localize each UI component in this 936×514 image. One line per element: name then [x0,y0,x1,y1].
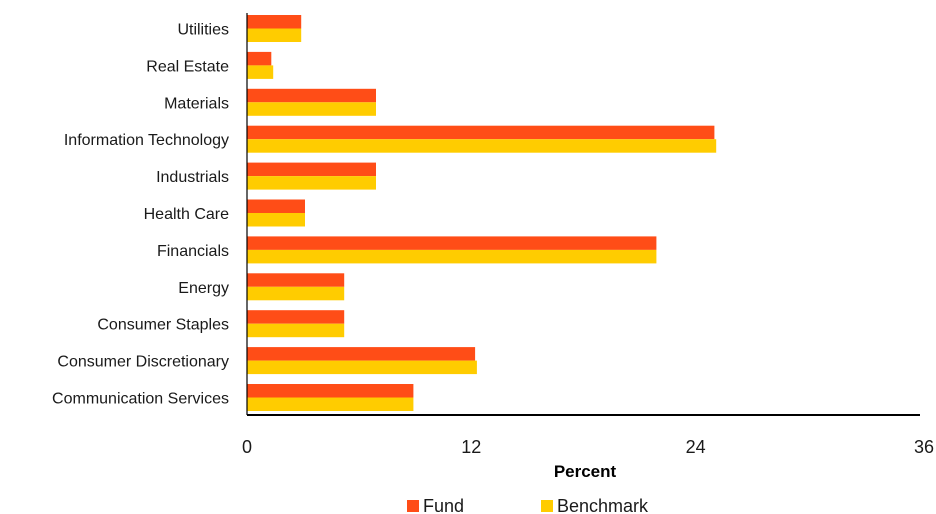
category-label: Consumer Staples [97,317,229,334]
bars-group [247,15,717,411]
x-tick-label: 36 [914,437,934,457]
bar-benchmark-consumer-staples [247,323,345,338]
bar-benchmark-communication-services [247,397,414,411]
bar-fund-communication-services [247,384,414,398]
bar-benchmark-industrials [247,176,376,190]
bar-fund-consumer-discretionary [247,347,476,361]
bar-fund-real-estate [247,51,272,66]
x-tick-label: 12 [461,437,481,457]
bar-benchmark-information-technology [247,139,717,153]
legend-label-fund: Fund [423,496,464,514]
bar-fund-materials [247,88,376,103]
category-label: Information Technology [64,132,229,149]
category-label: Health Care [144,206,229,223]
x-tick-label: 0 [242,437,252,457]
category-label: Industrials [156,169,229,186]
legend-swatch-benchmark [541,500,553,512]
bar-benchmark-consumer-discretionary [247,360,477,375]
bar-benchmark-financials [247,249,657,264]
category-label: Real Estate [146,58,229,75]
bar-fund-consumer-staples [247,310,345,324]
bar-benchmark-energy [247,286,345,301]
category-label: Energy [178,280,229,297]
category-label: Consumer Discretionary [57,354,229,371]
x-axis-title: Percent [554,462,617,481]
bar-fund-industrials [247,162,376,177]
bar-benchmark-real-estate [247,65,274,79]
bar-benchmark-health-care [247,213,305,227]
bar-fund-financials [247,236,657,250]
bar-fund-utilities [247,15,302,29]
bar-fund-health-care [247,199,305,213]
x-tick-labels: 0 12 24 36 [242,437,934,457]
category-label: Financials [157,243,229,260]
category-label: Communication Services [52,391,229,408]
x-tick-label: 24 [686,437,706,457]
legend: Fund Benchmark [407,496,649,514]
bar-fund-energy [247,273,345,287]
legend-label-benchmark: Benchmark [557,496,649,514]
category-label: Utilities [177,22,229,39]
legend-swatch-fund [407,500,419,512]
category-labels: Utilities Real Estate Materials Information… [52,22,229,408]
bar-benchmark-materials [247,102,376,116]
bar-benchmark-utilities [247,28,302,42]
bar-fund-information-technology [247,125,715,140]
category-label: Materials [164,95,229,112]
